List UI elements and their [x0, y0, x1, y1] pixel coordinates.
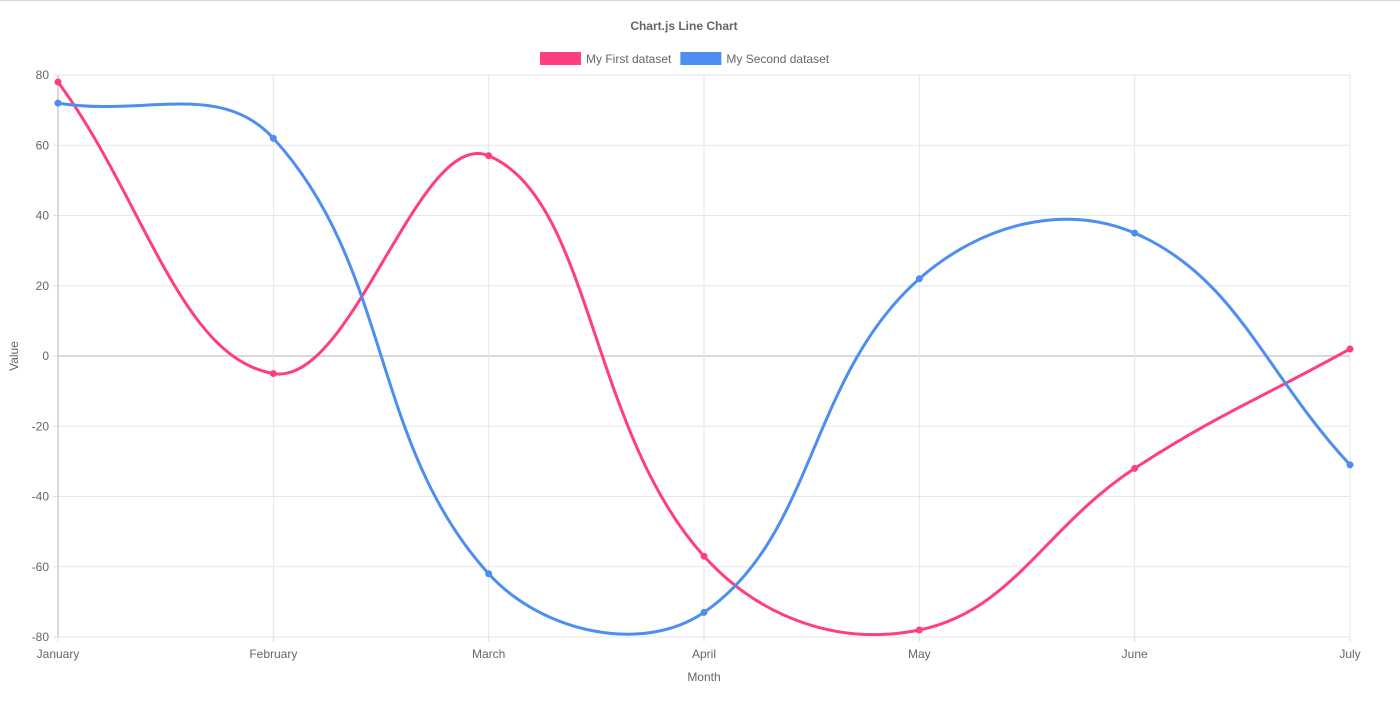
y-tick-label: 0: [42, 349, 49, 363]
data-point[interactable]: [915, 275, 923, 283]
data-point[interactable]: [269, 134, 277, 142]
y-axis-ticks: 80 60 40 20 0 -20 -40 -60 -80: [32, 68, 50, 644]
x-tick-label: May: [908, 647, 931, 661]
data-point[interactable]: [915, 626, 923, 634]
grid: [53, 74, 1351, 642]
x-tick-label: June: [1122, 647, 1148, 661]
series-my-second-dataset: [54, 99, 1354, 636]
data-point[interactable]: [700, 552, 708, 560]
x-tick-label: April: [692, 647, 716, 661]
x-tick-label: January: [37, 647, 80, 661]
data-point[interactable]: [485, 152, 493, 160]
y-tick-label: -20: [32, 419, 50, 433]
y-tick-label: -60: [32, 560, 50, 574]
data-point[interactable]: [1346, 461, 1354, 469]
data-point[interactable]: [54, 99, 62, 107]
x-tick-label: July: [1339, 647, 1360, 661]
legend-label: My Second dataset: [726, 52, 829, 66]
series-group: [54, 78, 1354, 637]
data-point[interactable]: [269, 370, 277, 378]
y-tick-label: 60: [36, 138, 50, 152]
legend-label: My First dataset: [586, 52, 672, 66]
data-point[interactable]: [700, 608, 708, 616]
y-tick-label: -40: [32, 490, 50, 504]
y-tick-label: 20: [36, 279, 50, 293]
series-my-first-dataset: [54, 78, 1354, 637]
x-axis-ticks: January February March April May June July: [37, 647, 1361, 661]
y-tick-label: -80: [32, 630, 50, 644]
data-point[interactable]: [485, 570, 493, 578]
legend-item[interactable]: My Second dataset: [680, 52, 830, 66]
x-tick-label: March: [472, 647, 505, 661]
data-point[interactable]: [54, 78, 62, 86]
y-tick-label: 80: [36, 68, 50, 82]
chart-title: Chart.js Line Chart: [630, 19, 737, 33]
data-point[interactable]: [1346, 345, 1354, 353]
x-tick-label: February: [249, 647, 297, 661]
legend-swatch: [540, 52, 581, 65]
y-axis-title: Value: [7, 341, 21, 371]
data-point[interactable]: [1131, 229, 1139, 237]
legend-item[interactable]: My First dataset: [540, 52, 672, 66]
series-line: [56, 81, 1351, 637]
legend-swatch: [680, 52, 722, 65]
legend: My First dataset My Second dataset: [540, 52, 830, 66]
data-point[interactable]: [1131, 464, 1139, 472]
y-tick-label: 40: [36, 209, 50, 223]
top-divider: [0, 0, 1400, 1]
x-axis-title: Month: [687, 670, 720, 684]
